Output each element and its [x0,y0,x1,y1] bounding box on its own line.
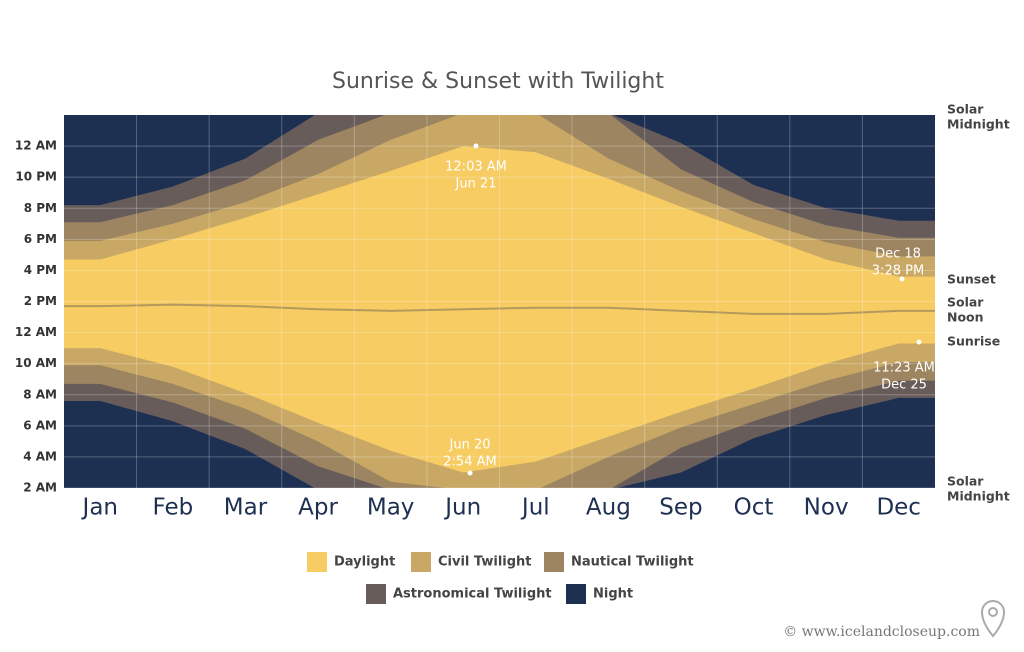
y-tick-label: 10 AM [15,356,57,370]
x-tick-label: Aug [586,495,631,521]
logo-icon [980,600,1006,638]
side-label: Midnight [947,117,1010,132]
x-tick-label: Oct [734,495,774,521]
legend-swatch [566,584,586,604]
annotation-dot [916,339,922,345]
x-tick-label: Apr [298,495,338,521]
annotation: Jun 20 [449,438,491,453]
annotation-dot [899,276,905,282]
annotation: 12:03 AM [445,160,507,175]
legend-swatch [366,584,386,604]
x-tick-label: Jul [520,495,550,521]
y-tick-label: 4 PM [24,263,57,277]
y-tick-label: 6 PM [24,232,57,246]
x-tick-label: Jun [443,495,481,521]
annotation: 2:54 AM [443,455,496,470]
chart-title: Sunrise & Sunset with Twilight [332,69,664,94]
plot-area [64,115,935,488]
x-tick-label: Jan [81,495,118,521]
legend-label: Civil Twilight [438,555,532,570]
legend-label: Nautical Twilight [571,555,694,570]
side-label: Solar [947,102,984,117]
legend-swatch [411,552,431,572]
legend-label: Astronomical Twilight [393,587,552,602]
annotation: Dec 18 [875,247,921,262]
annotation: Dec 25 [881,378,927,393]
side-label: Sunset [947,272,996,287]
overlay: 12:03 AM Jun 21 Jun 20 2:54 AM Dec 18 3:28 PM… [64,115,935,489]
annotation-dot [467,470,473,476]
legend-swatch [544,552,564,572]
y-tick-label: 4 AM [23,449,57,463]
x-tick-label: Dec [876,495,921,521]
x-tick-label: Nov [804,495,849,521]
y-tick-label: 10 PM [15,170,57,184]
y-tick-label: 2 AM [23,481,57,495]
y-tick-label: 8 PM [24,201,57,215]
y-tick-label: 2 PM [24,294,57,308]
annotation: Jun 21 [455,177,497,192]
side-label: Solar [947,474,984,489]
side-label: Midnight [947,489,1010,504]
credit: © www.icelandcloseup.com [783,624,980,640]
annotation: 11:23 AM [873,361,935,376]
x-tick-label: Feb [153,495,194,521]
x-tick-label: Mar [224,495,268,521]
y-tick-label: 6 AM [23,418,57,432]
y-tick-label: 12 AM [15,325,57,339]
side-label: Solar [947,295,984,310]
y-tick-label: 8 AM [23,387,57,401]
legend-label: Daylight [334,555,395,570]
annotation: 3:28 PM [872,264,924,279]
x-tick-label: May [367,495,415,521]
legend-swatch [307,552,327,572]
legend-label: Night [593,587,633,602]
x-tick-label: Sep [659,495,702,521]
side-label: Noon [947,310,984,325]
y-tick-label: 12 AM [15,139,57,153]
annotation-dot [473,143,479,149]
solar-noon-line [64,303,935,315]
side-label: Sunrise [947,334,1000,349]
